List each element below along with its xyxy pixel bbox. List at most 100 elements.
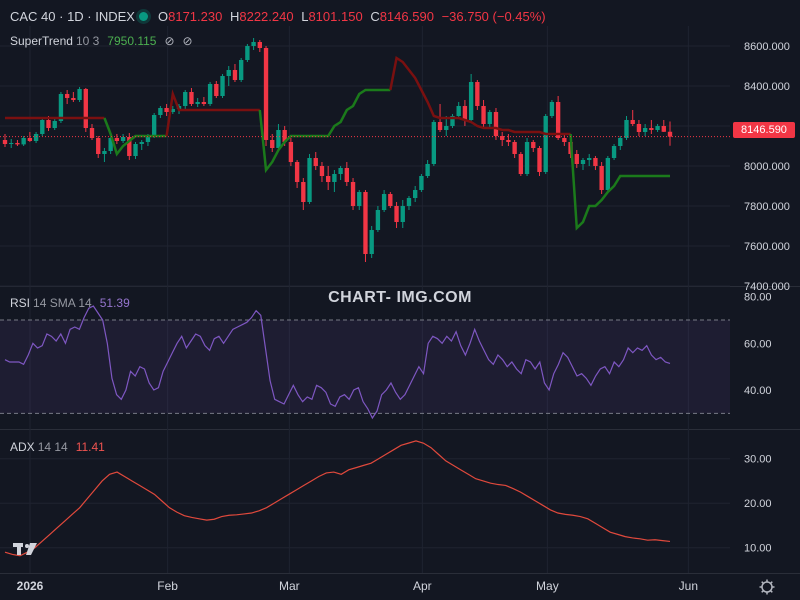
candle-body: [524, 142, 530, 174]
candle-body: [344, 168, 349, 182]
candle-body: [145, 136, 151, 142]
candle-body: [232, 70, 238, 80]
candle: [574, 150, 579, 168]
candle: [33, 132, 39, 143]
candle: [381, 190, 387, 212]
rsi-legend[interactable]: RSI 14 SMA 14 51.39: [10, 296, 130, 310]
hide-eye-icon[interactable]: ⊘: [164, 34, 175, 48]
candle-body: [475, 82, 480, 106]
candle-body: [114, 138, 120, 141]
candle-body: [363, 192, 368, 254]
change-value: −36.750 (−0.45%): [441, 9, 546, 24]
chart-settings-icon[interactable]: [759, 579, 775, 595]
adx-tick-label: 30.00: [744, 454, 772, 466]
candle: [611, 144, 617, 160]
candle: [518, 152, 524, 176]
supertrend-legend[interactable]: SuperTrend 10 3 7950.115 ⊘ ⊘: [10, 34, 193, 48]
candle: [15, 140, 20, 146]
candle: [64, 90, 70, 104]
candle-body: [400, 206, 405, 222]
candle-body: [543, 116, 548, 172]
adx-tick-label: 20.00: [744, 498, 772, 510]
candle-body: [207, 84, 213, 104]
candle: [245, 44, 250, 62]
candle-body: [555, 102, 561, 138]
candle-body: [587, 158, 592, 160]
candle: [468, 74, 474, 122]
candle-body: [326, 176, 331, 182]
candle-body: [120, 137, 126, 141]
candle: [170, 106, 175, 114]
candle-body: [102, 151, 107, 154]
candle: [667, 121, 673, 146]
candle-body: [413, 190, 418, 198]
time-axis-label: Mar: [279, 579, 300, 593]
candle: [332, 170, 337, 192]
candle: [2, 134, 8, 147]
candle: [220, 74, 225, 98]
price-tick-label: 8000.000: [744, 161, 790, 173]
candle-body: [127, 137, 132, 156]
candle-body: [667, 131, 673, 137]
candle: [270, 134, 275, 152]
adx-legend[interactable]: ADX 14 14 11.41: [10, 440, 105, 454]
candle: [326, 166, 331, 190]
candle: [562, 134, 567, 146]
candle-body: [388, 194, 393, 206]
candle: [158, 106, 163, 118]
candle: [555, 96, 561, 140]
candle-body: [518, 154, 524, 174]
candle-body: [425, 164, 430, 176]
candle-body: [263, 48, 269, 140]
settings-icon[interactable]: ⊘: [182, 34, 193, 48]
candle: [21, 136, 26, 146]
candle-body: [71, 98, 76, 100]
candle-body: [369, 230, 374, 254]
candle-body: [257, 42, 262, 48]
candle-body: [375, 210, 381, 230]
candle-body: [649, 128, 654, 130]
candle: [425, 160, 430, 178]
last-price-tag: 8146.590: [733, 122, 795, 138]
candle-body: [319, 166, 325, 176]
candle: [114, 134, 120, 144]
rsi-tick-label: 60.00: [744, 338, 772, 350]
candle-body: [506, 140, 511, 142]
candle-body: [624, 120, 629, 138]
candle-body: [27, 138, 33, 141]
time-axis-label: Feb: [157, 579, 178, 593]
candle-body: [139, 142, 144, 144]
candle: [630, 110, 635, 126]
candle-body: [406, 198, 412, 206]
candle-body: [431, 122, 437, 164]
candle: [195, 98, 200, 107]
candle: [139, 140, 144, 150]
candle: [624, 116, 629, 140]
candle: [394, 202, 399, 228]
candle-body: [238, 60, 244, 80]
candle: [288, 138, 294, 166]
candle: [618, 136, 623, 150]
candle-body: [189, 92, 194, 104]
candle-body: [151, 115, 157, 136]
symbol-title[interactable]: CAC 40 · 1D · INDEX: [10, 9, 135, 24]
candle: [369, 226, 374, 258]
rsi-line: [4, 305, 671, 420]
candle: [413, 186, 418, 202]
rsi-tick-label: 80.00: [744, 292, 772, 304]
candle-body: [642, 128, 648, 132]
candle: [27, 132, 33, 142]
candle-body: [437, 122, 443, 130]
candle-body: [338, 168, 343, 174]
candle: [506, 134, 511, 146]
candle-body: [15, 143, 20, 145]
candle: [189, 88, 194, 106]
candle-body: [195, 102, 200, 104]
candle-body: [357, 192, 362, 206]
candle-body: [46, 120, 51, 128]
time-axis-label: Jun: [679, 579, 698, 593]
candle-body: [40, 120, 45, 134]
candle-body: [276, 130, 281, 148]
